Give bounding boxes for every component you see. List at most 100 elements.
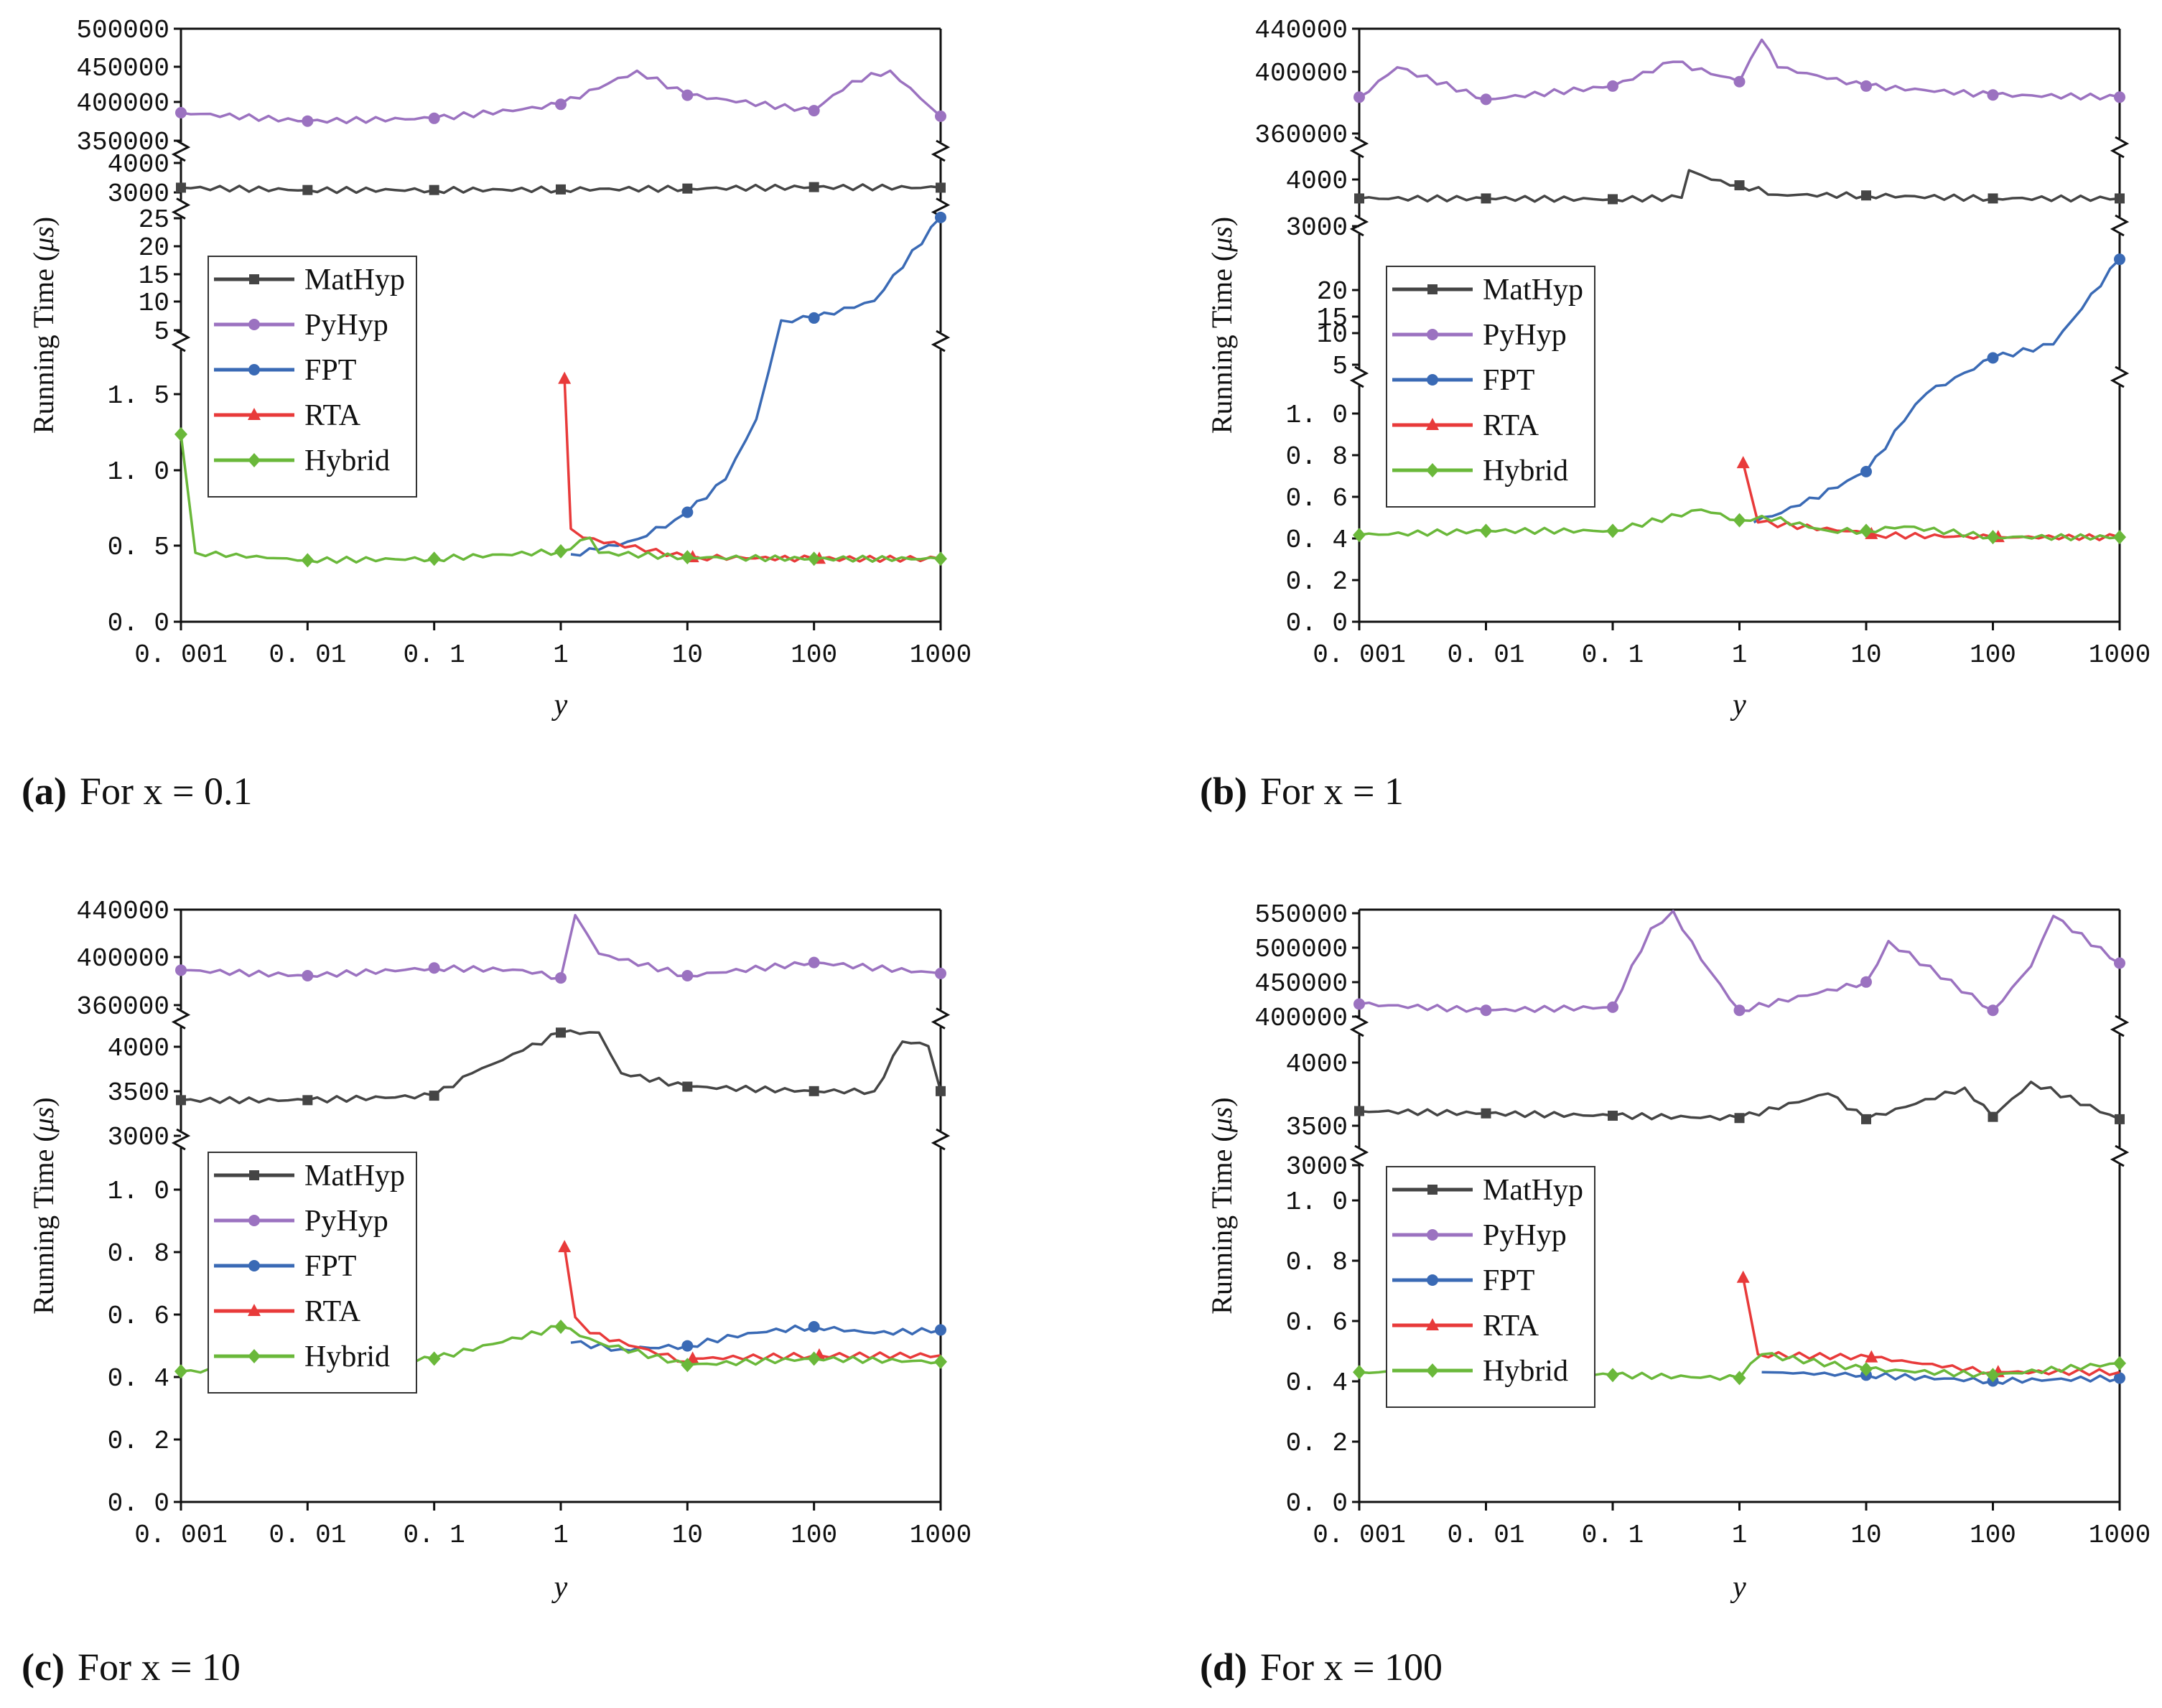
series-line-fpt	[1761, 1371, 2120, 1385]
y-tick-label: 500000	[1254, 935, 1348, 964]
y-tick-label: 3000	[108, 179, 169, 209]
x-tick-label: 0. 001	[134, 640, 228, 670]
data-point-pyhyp	[808, 956, 820, 969]
y-tick-label: 4000	[108, 150, 169, 179]
data-point-rta	[1865, 526, 1878, 539]
series-pyhyp	[175, 69, 946, 127]
legend-marker	[248, 319, 260, 330]
data-point-pyhyp	[1607, 1001, 1618, 1013]
y-axis-label-prefix: Running Time (	[27, 252, 60, 434]
legend-marker	[248, 453, 261, 467]
data-point-mathyp	[1608, 194, 1618, 205]
x-tick-label: 1	[553, 640, 569, 670]
x-tick-label: 0. 01	[1447, 640, 1524, 670]
y-tick-label: 5	[154, 317, 169, 347]
y-axis-label-suffix: )	[1206, 217, 1238, 226]
y-tick-label: 0. 0	[108, 609, 169, 638]
legend-label: FPT	[304, 354, 356, 387]
data-point-mathyp	[429, 1091, 439, 1101]
legend-label: Hybrid	[1483, 1355, 1568, 1388]
legend-marker	[1426, 1318, 1439, 1330]
data-point-pyhyp	[302, 970, 314, 981]
data-point-hybrid	[174, 1364, 187, 1379]
legend-marker	[248, 1304, 261, 1316]
data-point-hybrid	[1986, 1368, 2000, 1383]
legend-marker	[1427, 1185, 1438, 1195]
series-pyhyp	[1353, 910, 2125, 1017]
y-tick-label: 0. 6	[1286, 1308, 1348, 1338]
data-point-mathyp	[1988, 1111, 1998, 1122]
legend-label: PyHyp	[1483, 1219, 1567, 1252]
series-fpt	[1761, 1369, 2125, 1387]
data-point-hybrid	[681, 1358, 694, 1373]
legend-marker	[1427, 374, 1438, 386]
data-point-mathyp	[1988, 193, 1998, 204]
data-point-fpt	[2114, 1372, 2125, 1384]
legend-item-hybrid: Hybrid	[1392, 1355, 1568, 1388]
data-point-hybrid	[681, 550, 694, 565]
series-line-pyhyp	[1359, 910, 2120, 1013]
data-point-pyhyp	[1480, 93, 1492, 106]
legend-label: RTA	[1483, 1310, 1539, 1343]
legend: MatHyp PyHyp FPT RTA Hybrid	[208, 256, 417, 498]
legend-label: PyHyp	[1483, 319, 1567, 352]
legend-item-mathyp: MatHyp	[214, 1159, 405, 1193]
data-point-pyhyp	[1860, 80, 1872, 92]
data-point-hybrid	[1986, 530, 2000, 545]
data-point-pyhyp	[302, 115, 314, 127]
caption-letter: (b)	[1200, 770, 1247, 813]
legend-marker	[1426, 463, 1439, 477]
y-tick-label: 20	[139, 233, 169, 263]
legend: MatHyp PyHyp FPT RTA Hybrid	[208, 1152, 417, 1394]
data-point-fpt	[808, 1321, 820, 1333]
data-point-mathyp	[682, 183, 693, 194]
data-point-pyhyp	[555, 972, 567, 984]
x-tick-label: 0. 1	[403, 1521, 465, 1550]
legend-item-pyhyp: PyHyp	[214, 309, 388, 342]
data-point-mathyp	[1354, 193, 1364, 204]
y-tick-label: 15	[139, 261, 169, 291]
x-tick-label: 10	[672, 640, 703, 670]
axis-break-mark	[931, 1128, 951, 1151]
x-tick-label: 0. 1	[1582, 640, 1644, 670]
data-point-hybrid	[1606, 523, 1619, 538]
x-axis-label: y	[551, 689, 568, 722]
legend-marker	[248, 408, 261, 420]
y-tick-label: 10	[139, 289, 169, 318]
series-pyhyp	[1353, 38, 2125, 106]
legend-item-hybrid: Hybrid	[214, 1340, 390, 1373]
data-point-hybrid	[934, 1354, 947, 1369]
x-axis-label: y	[1730, 689, 1746, 722]
y-tick-label: 0. 6	[1286, 484, 1348, 513]
y-tick-label: 1. 0	[108, 1177, 169, 1206]
y-axis-label: Running Time (μs)	[27, 1097, 60, 1314]
data-point-hybrid	[807, 1351, 821, 1366]
data-point-mathyp	[176, 1095, 186, 1106]
series-line-rta	[563, 378, 941, 564]
series-line-pyhyp	[180, 913, 941, 980]
y-axis-label: Running Time (μs)	[1206, 1097, 1238, 1314]
data-point-pyhyp	[1733, 75, 1746, 88]
data-point-mathyp	[1481, 193, 1491, 204]
caption-text: For x = 1	[1260, 770, 1404, 813]
y-tick-label: 10	[1317, 320, 1348, 350]
legend-item-rta: RTA	[214, 1295, 361, 1328]
legend-item-fpt: FPT	[214, 354, 356, 387]
y-tick-label: 0. 4	[1286, 1368, 1348, 1398]
legend-box	[208, 1152, 417, 1394]
legend: MatHyp PyHyp FPT RTA Hybrid	[1386, 266, 1595, 508]
y-axis-label-prefix: Running Time (	[1206, 252, 1238, 434]
legend-label: Hybrid	[304, 444, 390, 477]
data-point-hybrid	[1733, 513, 1746, 528]
series-mathyp	[176, 1027, 946, 1106]
legend-item-mathyp: MatHyp	[1392, 1174, 1583, 1207]
x-tick-label: 100	[1970, 640, 2016, 670]
x-tick-label: 0. 001	[134, 1521, 228, 1550]
series-rta	[558, 371, 941, 564]
data-point-pyhyp	[1353, 91, 1365, 103]
y-tick-label: 0. 8	[108, 1239, 169, 1269]
y-tick-label: 1. 0	[1286, 1187, 1348, 1217]
axis-break-mark	[931, 330, 951, 353]
x-tick-label: 0. 01	[269, 1521, 346, 1550]
